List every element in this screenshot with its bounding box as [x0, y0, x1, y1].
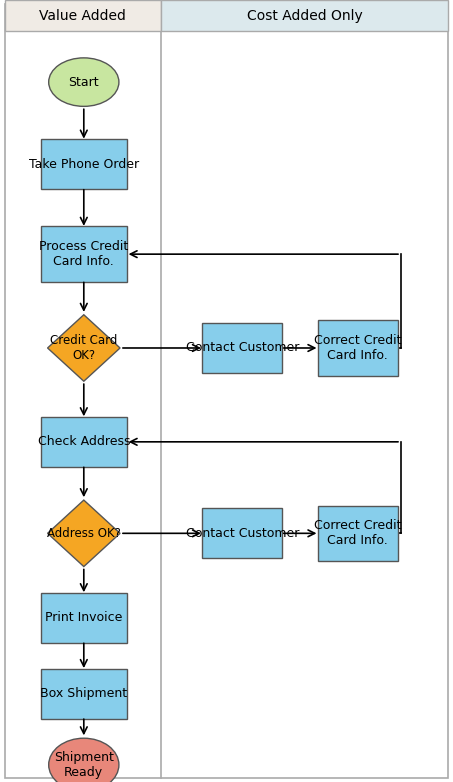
- FancyBboxPatch shape: [202, 508, 282, 558]
- Text: Contact Customer: Contact Customer: [186, 342, 299, 354]
- Text: Correct Credit
Card Info.: Correct Credit Card Info.: [314, 519, 402, 547]
- Text: Value Added: Value Added: [39, 9, 126, 23]
- FancyBboxPatch shape: [318, 505, 398, 561]
- FancyBboxPatch shape: [202, 323, 282, 373]
- Bar: [5, 0, 161, 31]
- Text: Take Phone Order: Take Phone Order: [29, 158, 139, 170]
- FancyBboxPatch shape: [318, 321, 398, 375]
- Text: Process Credit
Card Info.: Process Credit Card Info.: [39, 240, 129, 268]
- Polygon shape: [48, 314, 120, 381]
- FancyBboxPatch shape: [41, 417, 127, 467]
- Text: Print Invoice: Print Invoice: [45, 612, 122, 624]
- Text: Contact Customer: Contact Customer: [186, 527, 299, 540]
- Text: Box Shipment: Box Shipment: [40, 687, 127, 700]
- Polygon shape: [48, 500, 120, 566]
- FancyBboxPatch shape: [41, 669, 127, 719]
- Ellipse shape: [48, 738, 119, 782]
- FancyBboxPatch shape: [41, 226, 127, 282]
- Text: Address OK?: Address OK?: [47, 527, 121, 540]
- FancyBboxPatch shape: [41, 139, 127, 189]
- Text: Shipment
Ready: Shipment Ready: [54, 751, 114, 779]
- Text: Cost Added Only: Cost Added Only: [247, 9, 362, 23]
- Text: Check Address: Check Address: [38, 436, 130, 448]
- Text: Correct Credit
Card Info.: Correct Credit Card Info.: [314, 334, 402, 362]
- Text: Start: Start: [68, 76, 99, 88]
- Bar: [161, 0, 448, 31]
- FancyBboxPatch shape: [41, 593, 127, 643]
- Ellipse shape: [48, 58, 119, 106]
- Text: Credit Card
OK?: Credit Card OK?: [50, 334, 117, 362]
